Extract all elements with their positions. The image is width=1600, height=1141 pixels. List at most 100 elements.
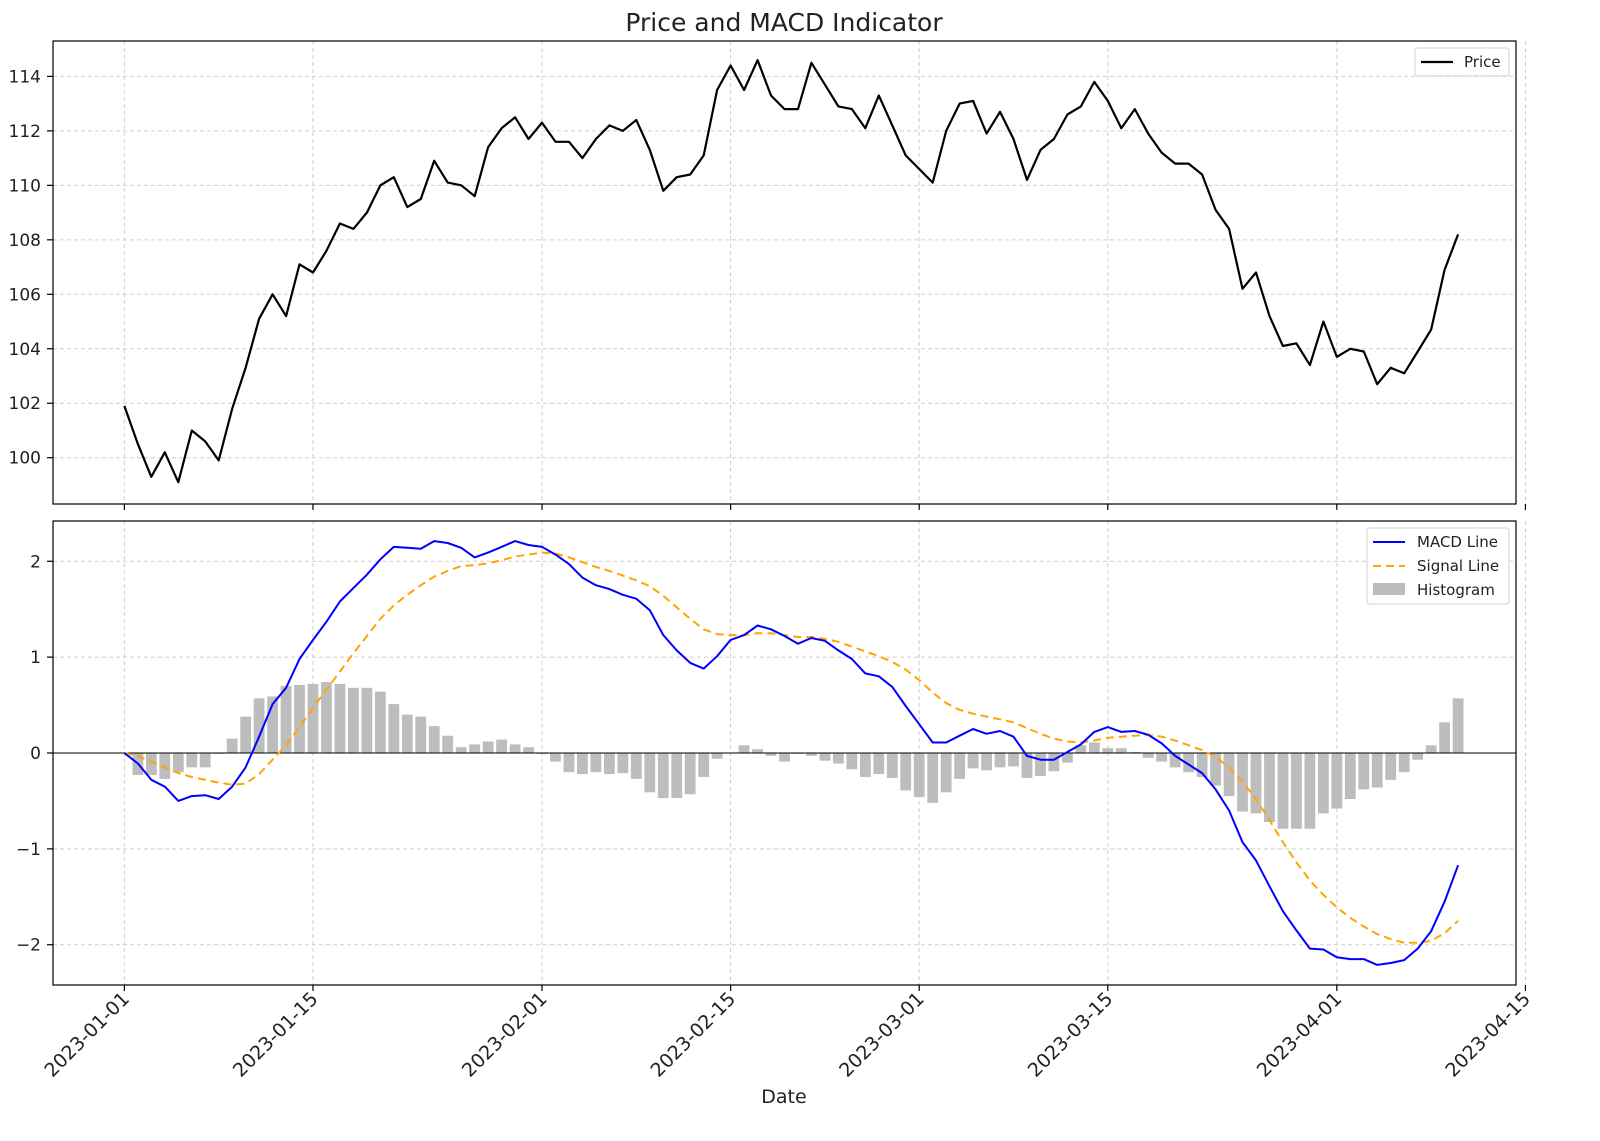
y-tick-label: −1 — [16, 840, 41, 860]
histogram-bar — [671, 753, 683, 799]
legend-box — [1414, 47, 1510, 77]
histogram-bar — [253, 698, 265, 753]
histogram-bar — [1088, 742, 1100, 753]
legend-label-signal: Signal Line — [1417, 557, 1499, 575]
histogram-bar — [334, 683, 346, 753]
histogram-bar — [442, 735, 454, 753]
histogram-bar — [1304, 753, 1316, 829]
macd-panel-frame — [52, 520, 1517, 986]
histogram-bar — [550, 753, 561, 762]
histogram-bar — [603, 753, 615, 775]
histogram-bar — [496, 739, 507, 753]
histogram-bar — [832, 753, 844, 764]
histogram-bar — [145, 753, 157, 776]
histogram-bar — [1398, 753, 1410, 773]
histogram-bar — [846, 753, 858, 770]
histogram-bar — [886, 753, 898, 778]
price-panel-frame — [52, 40, 1517, 505]
histogram-bar — [1358, 753, 1370, 790]
legend-label-histogram: Histogram — [1417, 581, 1495, 599]
histogram-bar — [226, 738, 238, 753]
histogram-bar — [1425, 745, 1437, 753]
histogram-bar — [967, 753, 979, 769]
y-tick-label: 114 — [9, 67, 41, 87]
histogram-bar — [240, 716, 252, 753]
y-tick-label: −2 — [16, 936, 41, 956]
macd-panel: −2 −1 0 1 2 MACD Line Signal Line Histogram — [16, 520, 1527, 991]
histogram-bar — [927, 753, 939, 803]
date-axis: 2023-01-01 2023-01-15 2023-02-01 2023-02-15… — [40, 988, 1535, 1082]
chart-title: Price and MACD Indicator — [625, 8, 943, 37]
histogram-bar — [819, 753, 831, 761]
histogram-bar — [294, 684, 305, 753]
histogram-bar — [348, 687, 359, 753]
histogram-bar — [1142, 753, 1154, 758]
y-tick-label: 108 — [9, 231, 41, 251]
histogram-bar — [1317, 753, 1329, 814]
histogram-bar — [401, 714, 413, 753]
histogram-bar — [859, 753, 871, 777]
histogram-bar — [1291, 753, 1302, 829]
histogram-bar — [590, 753, 602, 773]
histogram-bar — [994, 753, 1006, 768]
x-tick-label: 2023-03-15 — [1024, 988, 1118, 1082]
histogram-bar — [630, 753, 642, 779]
y-tick-label: 106 — [9, 285, 41, 305]
histogram-bar — [172, 753, 184, 773]
y-tick-label: 2 — [30, 552, 41, 572]
histogram-bar — [1223, 753, 1235, 797]
macd-line — [123, 540, 1460, 966]
histogram-bar — [657, 753, 669, 799]
legend-histogram-swatch — [1373, 583, 1405, 595]
legend-label-macd: MACD Line — [1417, 533, 1498, 551]
y-tick-label: 1 — [30, 648, 41, 668]
histogram-bar — [1048, 753, 1060, 772]
histogram-bar — [1439, 722, 1450, 753]
histogram-bar — [900, 753, 912, 791]
macd-legend: MACD Line Signal Line Histogram — [1366, 527, 1510, 605]
histogram-bar — [1412, 753, 1424, 760]
x-tick-label: 2023-02-15 — [647, 988, 741, 1082]
histogram-bar — [940, 753, 952, 793]
histogram-bar — [374, 691, 386, 753]
price-panel: 100 102 104 106 108 110 112 114 Price — [9, 40, 1527, 510]
x-tick-label: 2023-01-15 — [229, 988, 323, 1082]
histogram-bar — [913, 753, 925, 798]
histogram-bar — [1371, 753, 1383, 788]
y-tick-label: 102 — [9, 394, 41, 414]
histogram-bar — [280, 685, 292, 753]
histogram-bar — [1021, 753, 1033, 778]
histogram-bar — [765, 753, 777, 756]
histogram-bar — [644, 753, 656, 793]
histogram-bar — [388, 704, 400, 753]
histogram-bar — [361, 687, 373, 753]
histogram-bar — [617, 753, 629, 774]
histogram-bar — [1035, 753, 1046, 777]
histogram-bar — [1344, 753, 1356, 800]
histogram-bar — [1277, 753, 1289, 829]
y-tick-label: 0 — [30, 744, 41, 764]
histogram-bar — [509, 744, 521, 753]
histogram-bar — [1102, 748, 1114, 753]
histogram-bar — [1183, 753, 1195, 773]
histogram-bar — [1075, 745, 1087, 753]
histogram-bar — [415, 716, 427, 753]
histogram-bar — [455, 747, 467, 753]
histogram-bar — [321, 682, 332, 753]
histogram-bar — [698, 753, 710, 777]
histogram-bar — [307, 683, 319, 753]
histogram-bar — [428, 726, 440, 753]
x-tick-label: 2023-04-01 — [1253, 988, 1347, 1082]
y-tick-label: 104 — [9, 340, 41, 360]
histogram-bar — [738, 745, 750, 753]
histogram-bar — [1169, 753, 1181, 768]
histogram-bar — [469, 744, 481, 753]
histogram-bar — [563, 753, 575, 773]
histogram-bar — [954, 753, 966, 779]
histogram-bar — [267, 696, 278, 753]
histogram-bar — [806, 753, 817, 756]
histogram-bar — [1196, 753, 1208, 777]
x-tick-label: 2023-03-01 — [835, 988, 929, 1082]
y-tick-label: 110 — [9, 176, 41, 196]
